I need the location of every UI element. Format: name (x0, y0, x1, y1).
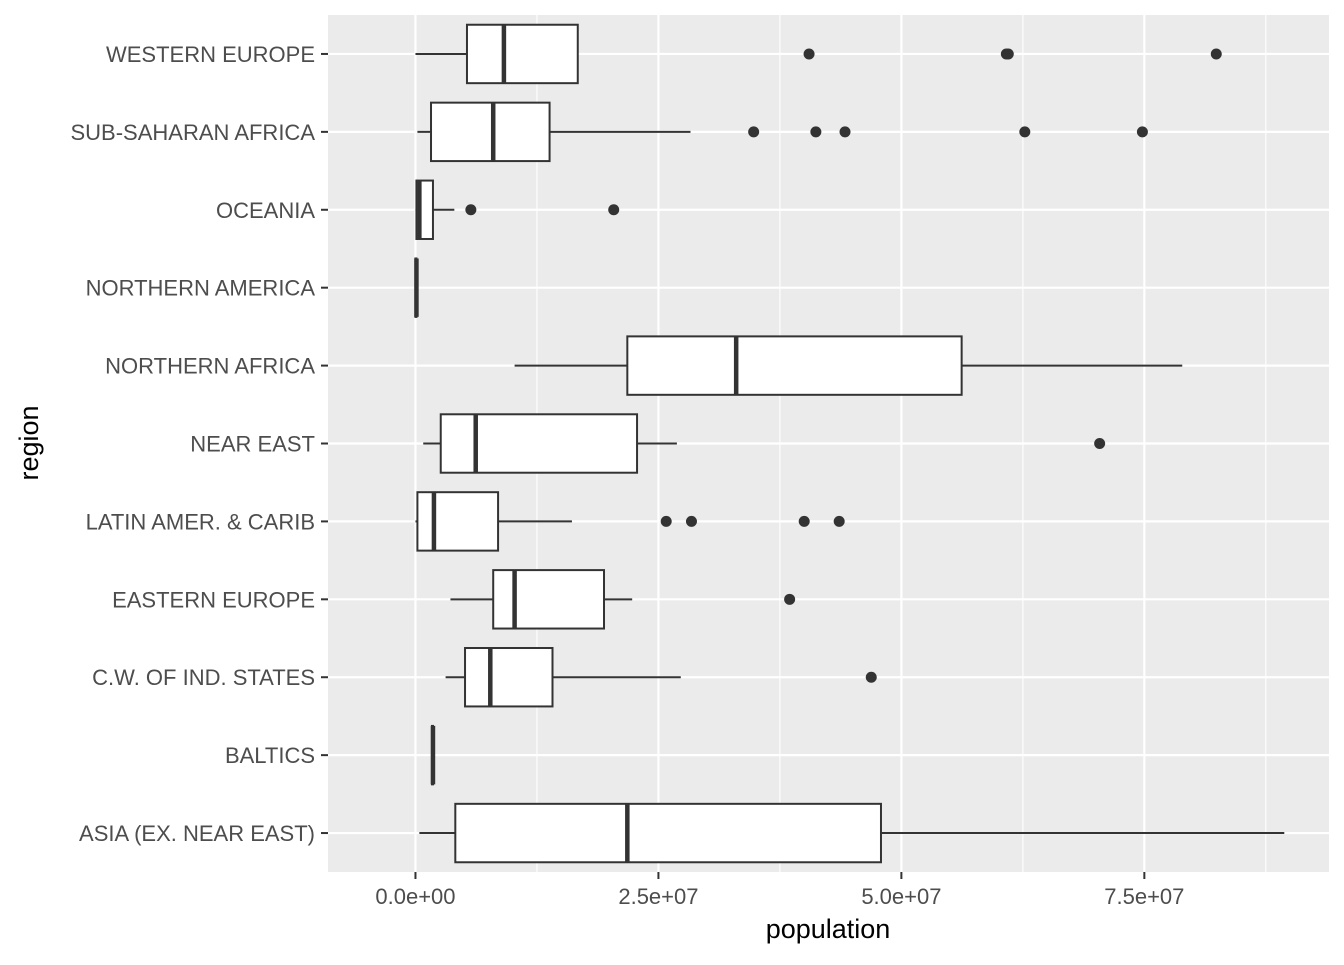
outlier-point (1210, 48, 1222, 60)
box-group (430, 724, 436, 786)
box-group (415, 491, 845, 552)
outlier-point (465, 204, 477, 216)
outlier-point (685, 515, 697, 527)
outlier-point (833, 515, 845, 527)
outlier-point (1094, 438, 1106, 449)
box-group (450, 569, 796, 630)
box-group (445, 647, 877, 708)
outlier-point (1019, 126, 1031, 138)
box-group (415, 179, 620, 240)
box (430, 101, 551, 163)
y-axis-title: region (14, 405, 44, 480)
box (416, 491, 500, 552)
y-tick-label: NORTHERN AMERICA (86, 276, 316, 301)
y-axis: ASIA (EX. NEAR EAST) BALTICS C.W. OF IND. … (71, 42, 328, 846)
outlier-point (865, 671, 877, 683)
box-group (514, 335, 1183, 396)
x-axis-title: population (766, 914, 891, 944)
y-tick-label: EASTERN EUROPE (112, 587, 315, 612)
x-tick-label: 0.0e+00 (375, 884, 455, 909)
box (454, 802, 882, 864)
y-tick-label: NORTHERN AFRICA (105, 354, 315, 379)
outlier-point (748, 126, 760, 138)
outlier-point (1002, 48, 1014, 60)
y-tick-label: C.W. OF IND. STATES (92, 665, 315, 690)
x-tick-label: 7.5e+07 (1104, 884, 1184, 909)
box (439, 413, 639, 474)
y-tick-label: NEAR EAST (190, 432, 315, 457)
box (492, 569, 606, 630)
outlier-point (810, 126, 822, 138)
box (464, 647, 554, 708)
outlier-point (1136, 126, 1148, 138)
boxes (414, 23, 1285, 864)
y-tick-label: LATIN AMER. & CARIB (86, 509, 315, 534)
outlier-point (803, 48, 815, 60)
x-tick-label: 5.0e+07 (861, 884, 941, 909)
outlier-point (608, 204, 620, 216)
x-axis: 0.0e+00 2.5e+07 5.0e+07 7.5e+07 (375, 872, 1184, 909)
y-tick-label: SUB-SAHARAN AFRICA (71, 120, 316, 145)
y-tick-label: OCEANIA (216, 198, 315, 223)
box (626, 335, 963, 396)
x-tick-label: 2.5e+07 (618, 884, 698, 909)
y-tick-label: BALTICS (225, 743, 315, 768)
box-group (415, 23, 1222, 85)
outlier-point (784, 593, 796, 605)
y-tick-label: ASIA (EX. NEAR EAST) (79, 821, 315, 846)
outlier-point (798, 515, 810, 527)
outlier-point (660, 515, 672, 527)
box-group (423, 413, 1106, 474)
box (465, 23, 579, 85)
box-group (419, 802, 1285, 864)
box-group (414, 257, 419, 318)
outlier-point (839, 126, 851, 138)
box-group (417, 101, 1148, 163)
y-tick-label: WESTERN EUROPE (106, 42, 315, 67)
